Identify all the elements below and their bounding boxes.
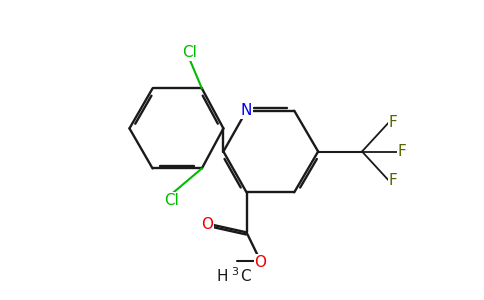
Text: O: O: [255, 255, 266, 270]
Text: F: F: [389, 173, 397, 188]
Text: Cl: Cl: [182, 45, 197, 60]
Text: C: C: [241, 268, 251, 284]
Text: F: F: [389, 115, 397, 130]
Text: O: O: [201, 217, 213, 232]
Text: H: H: [216, 268, 228, 284]
Text: 3: 3: [231, 267, 238, 277]
Text: Cl: Cl: [165, 193, 179, 208]
Text: F: F: [398, 144, 407, 159]
Text: N: N: [241, 103, 252, 118]
